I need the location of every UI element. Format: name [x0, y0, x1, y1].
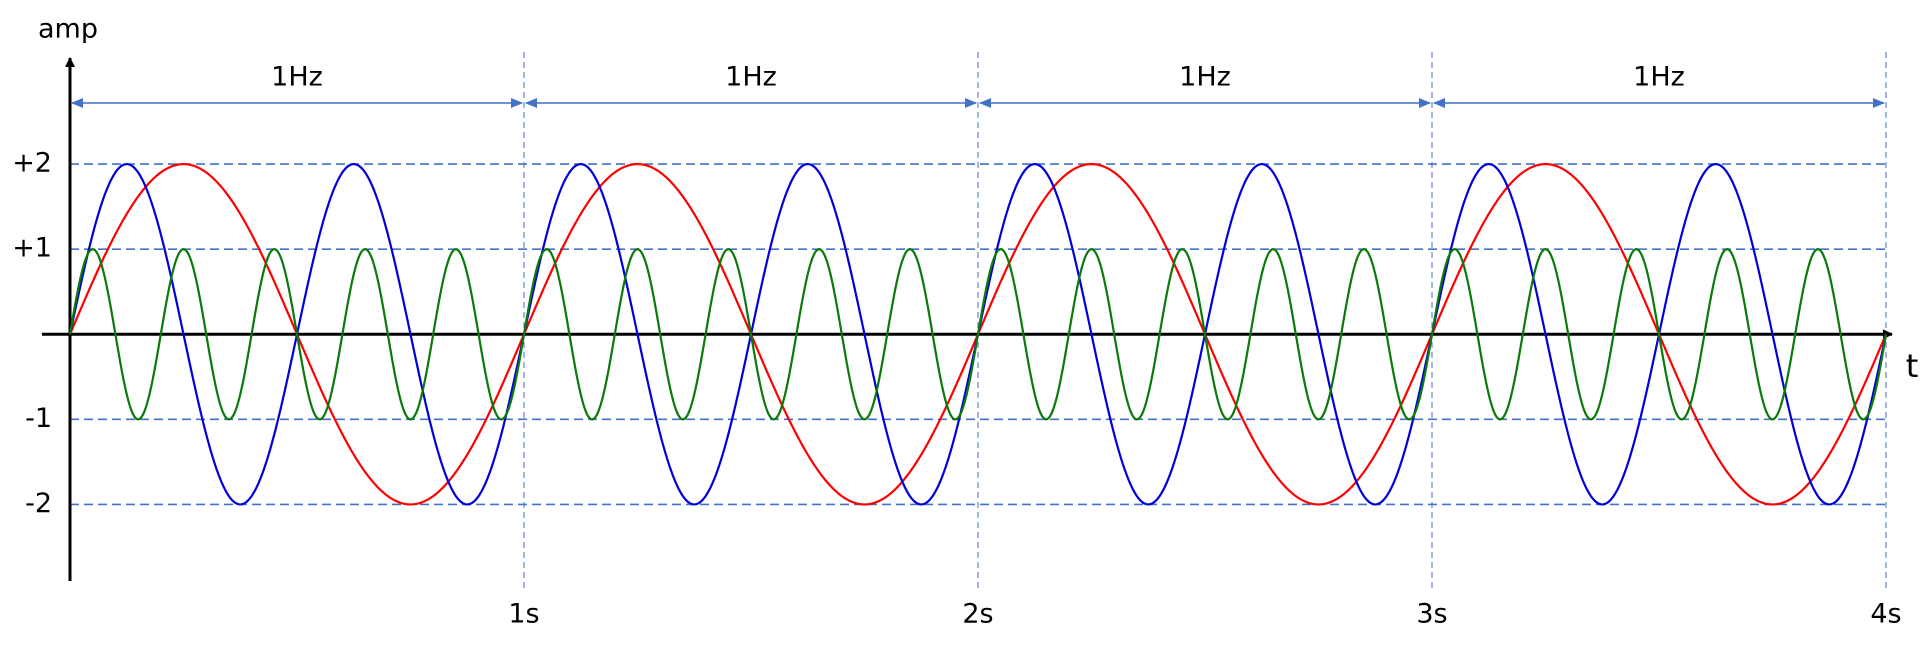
x-tick-label: 2s — [962, 599, 993, 630]
y-tick-label: -2 — [25, 488, 52, 519]
y-axis-label: amp — [38, 14, 98, 45]
wave — [68, 248, 1888, 421]
x-tick-label: 1s — [508, 599, 539, 630]
y-tick-label: +1 — [12, 233, 52, 264]
span-label: 1Hz — [1179, 62, 1231, 93]
span-label: 1Hz — [271, 62, 323, 93]
x-axis-label: t — [1906, 347, 1919, 385]
span-label: 1Hz — [725, 62, 777, 93]
x-tick-label: 3s — [1416, 599, 1447, 630]
span-label: 1Hz — [1633, 62, 1685, 93]
y-tick-label: -1 — [25, 403, 52, 434]
x-tick-label: 4s — [1870, 599, 1901, 630]
y-tick-label: +2 — [12, 148, 52, 179]
